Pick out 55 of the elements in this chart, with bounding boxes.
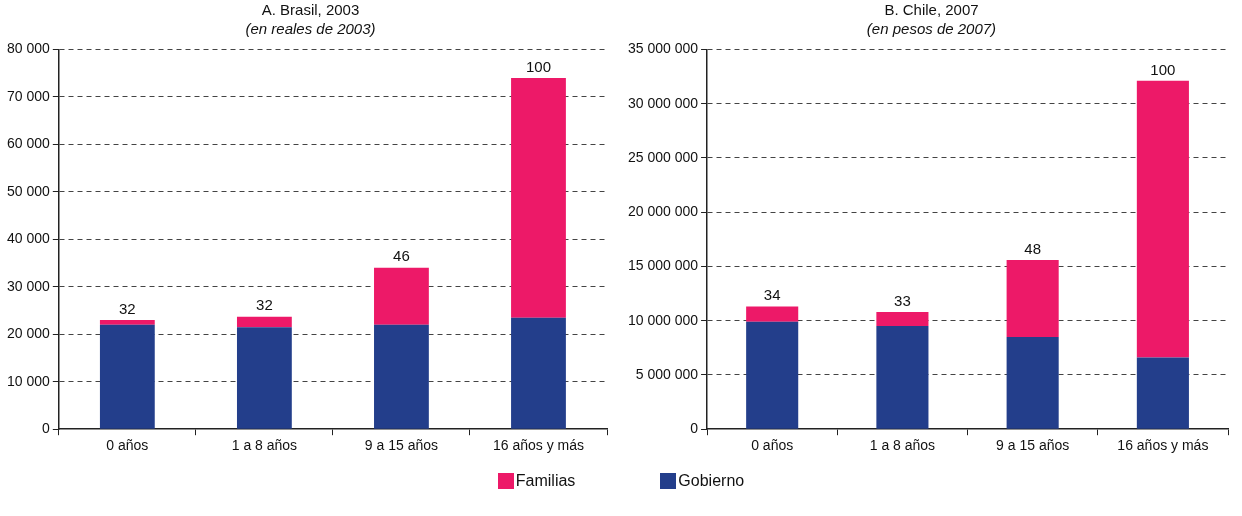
legend-label: Gobierno: [678, 472, 745, 490]
annotation: 100: [1150, 60, 1176, 78]
y-tick-label: 80 000: [6, 40, 51, 57]
bar: [1006, 336, 1059, 429]
annotation: 100: [525, 57, 551, 75]
y-tick-label: 25 000 000: [627, 148, 699, 165]
annotation: 32: [119, 299, 136, 317]
legend-label: Familias: [515, 472, 576, 490]
annotation: 32: [256, 296, 273, 314]
bar: [99, 320, 155, 325]
y-tick-label: 70 000: [6, 87, 51, 104]
y-tick-label: 0: [42, 420, 51, 437]
bar: [876, 312, 929, 327]
chart-title: B. Chile, 2007: [883, 0, 980, 19]
bar: [746, 321, 799, 429]
y-tick-label: 30 000: [6, 277, 51, 294]
bar: [511, 317, 566, 429]
annotation: 48: [1024, 239, 1041, 257]
bar: [876, 326, 929, 429]
chart-subtitle: (en reales de 2003): [244, 19, 377, 38]
bar: [746, 306, 799, 322]
y-tick-label: 0: [690, 420, 699, 437]
x-tick-label: 16 años y más: [492, 437, 585, 454]
y-tick-label: 15 000 000: [627, 257, 699, 274]
chart-subtitle: (en pesos de 2007): [865, 19, 998, 38]
y-tick-label: 5 000 000: [635, 365, 699, 382]
annotation: 33: [894, 291, 911, 309]
x-tick-label: 9 a 15 años: [364, 437, 439, 454]
y-tick-label: 60 000: [6, 135, 51, 152]
y-tick-label: 35 000 000: [627, 40, 699, 57]
chart-title: A. Brasil, 2003: [260, 0, 361, 19]
y-tick-label: 20 000: [6, 325, 51, 342]
y-tick-label: 10 000 000: [627, 311, 699, 328]
y-tick-label: 30 000 000: [627, 94, 699, 111]
y-tick-label: 50 000: [6, 182, 51, 199]
annotation: 46: [393, 247, 410, 265]
x-tick-label: 9 a 15 años: [996, 437, 1070, 454]
x-tick-label: 16 años y más: [1117, 437, 1209, 454]
bar: [374, 324, 429, 429]
bar: [511, 77, 566, 318]
y-tick-label: 10 000: [6, 372, 51, 389]
annotation: 34: [763, 286, 781, 304]
x-tick-label: 0 años: [751, 437, 794, 454]
bar: [1136, 80, 1189, 358]
y-tick-label: 40 000: [6, 230, 51, 247]
y-tick-label: 20 000 000: [627, 203, 699, 220]
x-tick-label: 1 a 8 años: [231, 437, 298, 454]
bar: [99, 324, 155, 429]
bar: [1006, 259, 1059, 337]
x-tick-label: 0 años: [106, 437, 149, 454]
bar: [236, 316, 292, 328]
bar: [1136, 357, 1189, 429]
x-tick-label: 1 a 8 años: [869, 437, 936, 454]
bar: [374, 267, 429, 325]
bar: [236, 327, 292, 429]
